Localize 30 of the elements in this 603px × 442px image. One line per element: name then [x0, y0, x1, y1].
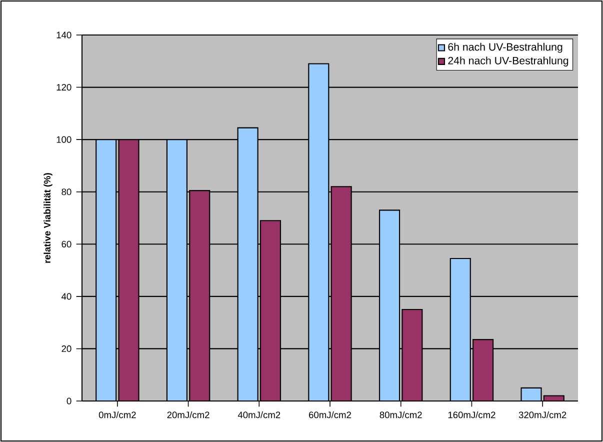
- y-axis-title: relative Viabilität (%): [44, 173, 52, 263]
- x-tick-label: 0mJ/cm2: [98, 411, 136, 418]
- x-tick-label: 40mJ/cm2: [238, 411, 280, 418]
- legend-label: 6h nach UV-Bestrahlung: [448, 42, 562, 53]
- bar: [96, 139, 117, 401]
- x-tick-label: 20mJ/cm2: [167, 411, 210, 418]
- x-tick-label: 60mJ/cm2: [309, 411, 351, 418]
- bar: [450, 258, 471, 401]
- y-tick-label: 140: [56, 32, 72, 38]
- x-tick-label: 320mJ/cm2: [518, 411, 566, 418]
- y-tick-label: 0: [66, 398, 72, 404]
- y-tick-label: 120: [56, 84, 72, 91]
- bar: [308, 63, 330, 401]
- y-tick-label: 100: [56, 136, 72, 143]
- bar: [402, 308, 423, 401]
- bar: [378, 210, 400, 401]
- bar: [118, 139, 140, 401]
- x-tick-label: 160mJ/cm2: [448, 411, 496, 418]
- bar: [237, 127, 258, 401]
- x-tick-label: 80mJ/cm2: [380, 411, 422, 418]
- bar: [472, 339, 494, 401]
- y-tick-label: 80: [62, 188, 72, 196]
- legend-label: 24h nach UV-Bestrahlung: [448, 56, 568, 66]
- bar: [260, 220, 282, 401]
- y-tick-label: 60: [62, 240, 72, 248]
- bar: [330, 186, 352, 401]
- bar: [189, 190, 210, 401]
- y-tick-label: 20: [62, 345, 72, 352]
- bar: [166, 139, 188, 401]
- y-tick-label: 40: [62, 293, 72, 300]
